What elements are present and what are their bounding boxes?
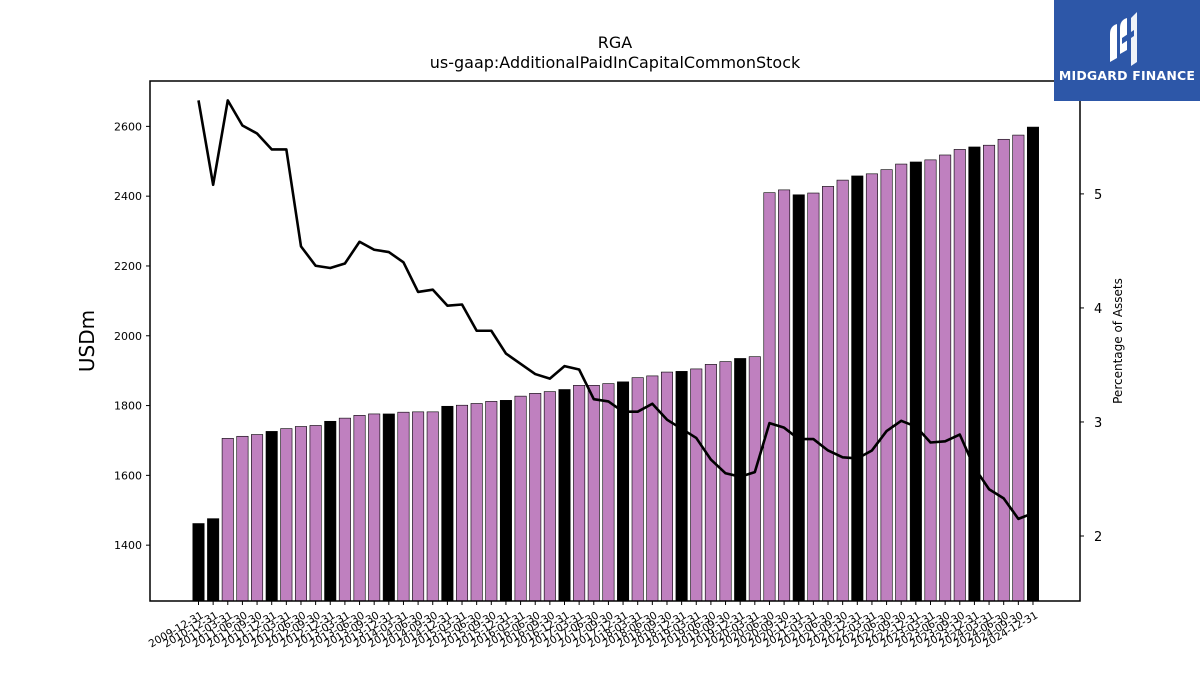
bar-2019-03-31 xyxy=(690,368,703,602)
bar-2017-12-31 xyxy=(617,381,630,602)
bar-2011-12-31 xyxy=(265,431,278,602)
bar-2020-12-31 xyxy=(792,194,805,602)
bar-2017-06-30 xyxy=(587,385,600,602)
bar-2013-03-31 xyxy=(338,417,351,602)
bar-2015-06-30 xyxy=(470,403,483,602)
percentage-of-assets-line xyxy=(197,99,1034,521)
bar-2018-12-31 xyxy=(675,371,688,602)
bar-2023-03-31 xyxy=(924,159,937,602)
bar-2016-03-31 xyxy=(514,395,527,602)
bar-2022-09-30 xyxy=(895,163,908,602)
bar-2021-12-31 xyxy=(851,175,864,602)
chart-title: RGA xyxy=(598,33,633,52)
y-tick-label: 2400 xyxy=(114,190,142,203)
bar-2013-06-30 xyxy=(353,415,366,602)
y2-tick-label: 2 xyxy=(1094,530,1102,545)
bar-2022-12-31 xyxy=(909,161,922,602)
bar-2020-03-31 xyxy=(748,356,761,602)
bar-2010-12-31 xyxy=(207,518,220,602)
y-tick-label: 1600 xyxy=(114,469,142,482)
bar-2012-09-30 xyxy=(309,425,322,602)
bar-2024-12-31 xyxy=(1026,126,1039,602)
bar-2023-09-30 xyxy=(953,149,966,602)
bar-2015-12-31 xyxy=(499,400,512,602)
bar-2016-09-30 xyxy=(543,391,556,602)
plot-frame xyxy=(149,80,1081,602)
bar-2013-12-31 xyxy=(382,413,395,602)
bar-2014-06-30 xyxy=(412,411,425,602)
bar-2012-03-31 xyxy=(280,428,293,602)
bar-2018-09-30 xyxy=(660,371,673,602)
bar-2014-03-31 xyxy=(397,411,410,602)
bar-series xyxy=(192,126,1039,602)
chart-subtitle: us-gaap:AdditionalPaidInCapitalCommonSto… xyxy=(430,53,801,72)
bar-2023-06-30 xyxy=(939,154,952,602)
bar-2009-12-31 xyxy=(192,523,205,602)
bar-2022-03-31 xyxy=(865,173,878,602)
y2-tick-label: 4 xyxy=(1094,302,1102,317)
y-tick-label: 1400 xyxy=(114,539,142,552)
bar-2020-09-30 xyxy=(778,189,791,602)
bar-2012-12-31 xyxy=(324,420,337,602)
bar-2012-06-30 xyxy=(294,426,307,602)
y-tick-label: 2600 xyxy=(114,120,142,133)
bar-2015-09-30 xyxy=(485,401,498,602)
bar-2024-06-30 xyxy=(997,138,1010,602)
bar-2021-03-31 xyxy=(807,192,820,602)
brand-logo: MIDGARD FINANCE xyxy=(1054,0,1200,101)
bar-2019-12-31 xyxy=(734,358,747,602)
bar-2020-06-30 xyxy=(763,192,776,602)
y-tick-label: 1800 xyxy=(114,400,142,413)
bar-2021-09-30 xyxy=(836,179,849,602)
bar-2023-12-31 xyxy=(968,146,981,602)
bar-2015-03-31 xyxy=(456,404,469,602)
bar-2011-09-30 xyxy=(251,434,264,602)
y-tick-label: 2000 xyxy=(114,330,142,343)
bar-2024-09-30 xyxy=(1012,134,1025,602)
brand-name: MIDGARD FINANCE xyxy=(1058,68,1196,83)
bar-2011-03-31 xyxy=(221,438,234,602)
bar-2014-12-31 xyxy=(441,405,454,602)
bar-2024-03-31 xyxy=(983,144,996,602)
bar-2016-12-31 xyxy=(558,389,571,602)
bar-2013-09-30 xyxy=(368,413,381,602)
bar-2016-06-30 xyxy=(529,393,542,602)
bar-2017-03-31 xyxy=(573,385,586,602)
brand-mark-icon xyxy=(1110,12,1137,66)
axes: 140016001800200022002400260023452009-12-… xyxy=(114,120,1102,650)
bar-2019-06-30 xyxy=(704,364,717,602)
bar-2019-09-30 xyxy=(719,361,732,602)
bar-2011-06-30 xyxy=(236,435,249,602)
bar-2014-09-30 xyxy=(426,411,439,602)
line-series xyxy=(197,99,1034,521)
y-tick-label: 2200 xyxy=(114,260,142,273)
y2-axis-label: Percentage of Assets xyxy=(1111,278,1125,404)
y2-tick-label: 5 xyxy=(1094,188,1102,203)
bar-2021-06-30 xyxy=(822,186,835,602)
bar-2017-09-30 xyxy=(602,383,615,602)
y-axis-label: USDm xyxy=(75,310,99,372)
bar-2022-06-30 xyxy=(880,169,893,602)
y2-tick-label: 3 xyxy=(1094,416,1102,431)
